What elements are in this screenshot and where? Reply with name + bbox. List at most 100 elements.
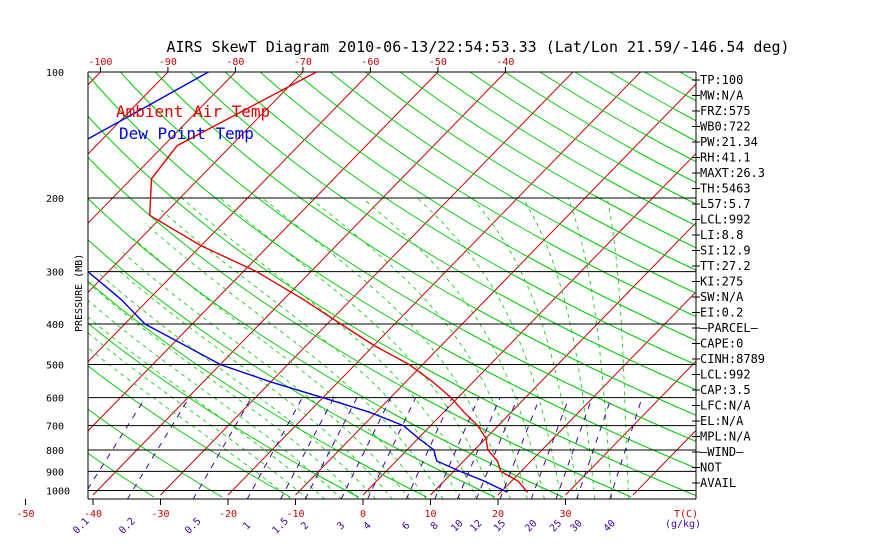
mixing-ratio-line bbox=[280, 397, 335, 499]
air-temp-profile bbox=[148, 72, 529, 493]
bottom-tick-label: -10 bbox=[286, 509, 304, 520]
mixing-ratio-line bbox=[530, 397, 570, 499]
pressure-tick-label: 400 bbox=[46, 320, 64, 331]
dry-adiabat bbox=[785, 72, 870, 497]
top-tick-label: -50 bbox=[429, 57, 447, 68]
legend-dew-point: Dew Point Temp bbox=[119, 124, 254, 143]
dry-adiabat bbox=[399, 72, 696, 249]
top-tick-label: -100 bbox=[88, 57, 112, 68]
index-label: NOT bbox=[700, 461, 722, 475]
mixing-ratio-tick-label: 20 bbox=[523, 518, 539, 534]
index-label: FRZ:575 bbox=[700, 104, 751, 118]
moist-adiabat bbox=[88, 283, 359, 499]
profile-layer bbox=[88, 72, 529, 493]
dry-adiabat bbox=[434, 72, 696, 227]
mixing-ratio-tick-label: 0.2 bbox=[117, 516, 138, 537]
index-label: MW:N/A bbox=[700, 89, 744, 103]
index-label: MAXT:26.3 bbox=[700, 166, 765, 180]
mixing-ratio-tick-label: 8 bbox=[429, 520, 441, 532]
isotherm-line bbox=[92, 72, 506, 496]
isotherm-line bbox=[88, 72, 169, 155]
moist-adiabat bbox=[522, 197, 596, 499]
moist-adiabat bbox=[133, 238, 427, 499]
isotherm-line bbox=[768, 72, 870, 495]
moist-adiabat bbox=[96, 271, 376, 499]
bottom-tick-label: -50 bbox=[16, 509, 34, 520]
moist-adiabat bbox=[88, 299, 343, 499]
mixing-ratio-line bbox=[434, 397, 480, 499]
isotherm-line bbox=[88, 72, 236, 224]
index-label: LFC:N/A bbox=[700, 399, 751, 413]
bottom-tick-label: 20 bbox=[492, 509, 504, 520]
mixing-ratio-tick-label: 12 bbox=[468, 518, 484, 534]
pressure-tick-label: 200 bbox=[46, 194, 64, 205]
dry-adiabat bbox=[88, 156, 632, 498]
index-label: CAPE:0 bbox=[700, 337, 743, 351]
dry-adiabat bbox=[189, 72, 696, 391]
mixing-ratio-line bbox=[304, 397, 358, 499]
dry-adiabat bbox=[259, 72, 696, 342]
index-label: PW:21.34 bbox=[700, 135, 758, 149]
mixing-ratio-tick-label: 0.5 bbox=[183, 516, 204, 537]
mixing-ratio-tick-label: 1 bbox=[241, 520, 253, 532]
dry-adiabat bbox=[469, 72, 696, 205]
mixing-ratio-line bbox=[126, 397, 190, 499]
mixing-ratio-tick-label: 40 bbox=[602, 518, 618, 534]
pressure-tick-label: 700 bbox=[46, 422, 64, 433]
bottom-tick-label: -40 bbox=[84, 509, 102, 520]
index-label: —WIND— bbox=[700, 445, 744, 459]
index-label: CAP:3.5 bbox=[700, 383, 751, 397]
index-label: RH:41.1 bbox=[700, 151, 751, 165]
dry-adiabat bbox=[294, 72, 696, 318]
index-label: EL:N/A bbox=[700, 414, 744, 428]
pressure-tick-label: 600 bbox=[46, 394, 64, 405]
x-axis-unit-label: T(C) bbox=[674, 509, 698, 520]
moist-adiabat bbox=[157, 206, 461, 499]
top-tick-label: -70 bbox=[294, 57, 312, 68]
isotherm-line bbox=[497, 291, 696, 496]
isotherm-line bbox=[88, 72, 439, 432]
index-label: SI:12.9 bbox=[700, 244, 751, 258]
index-label: LCL:992 bbox=[700, 213, 751, 227]
mixing-ratio-tick-label: 6 bbox=[400, 520, 412, 532]
index-label: EI:0.2 bbox=[700, 306, 743, 320]
mixing-ratio-tick-label: 3 bbox=[335, 520, 347, 532]
mixing-ratio-tick-label: 15 bbox=[492, 518, 508, 534]
isotherm-line bbox=[88, 72, 371, 363]
index-label: KI:275 bbox=[700, 275, 743, 289]
moist-adiabat bbox=[567, 197, 613, 499]
index-label: CINH:8789 bbox=[700, 352, 765, 366]
index-label: AVAIL bbox=[700, 476, 736, 490]
moist-adiabat bbox=[88, 316, 326, 499]
index-label: WB0:722 bbox=[700, 120, 751, 134]
index-label: TP:100 bbox=[700, 73, 743, 87]
moist-adiabat bbox=[309, 197, 528, 499]
mixing-ratio-tick-label: 10 bbox=[449, 518, 465, 534]
mixing-ratio-line bbox=[88, 397, 146, 490]
moist-adiabat bbox=[362, 197, 545, 499]
mixing-ratio-tick-label: 4 bbox=[362, 520, 374, 532]
bottom-tick-label: 10 bbox=[424, 509, 436, 520]
dry-adiabat bbox=[504, 72, 696, 184]
mixing-ratio-line bbox=[555, 397, 593, 499]
pressure-tick-label: 900 bbox=[46, 467, 64, 478]
pressure-tick-label: 100 bbox=[46, 68, 64, 79]
pressure-tick-label: 800 bbox=[46, 446, 64, 457]
mixing-ratio-tick-label: 2 bbox=[299, 520, 311, 532]
top-tick-label: -80 bbox=[226, 57, 244, 68]
mixing-ratio-line bbox=[246, 397, 303, 499]
index-label: LCL:992 bbox=[700, 368, 751, 382]
bottom-tick-label: -30 bbox=[151, 509, 169, 520]
mixing-ratio-tick-label: 30 bbox=[569, 518, 585, 534]
dry-adiabat bbox=[329, 72, 696, 294]
pressure-tick-label: 500 bbox=[46, 361, 64, 372]
index-label: SW:N/A bbox=[700, 290, 744, 304]
mixing-ratio-tick-label: 25 bbox=[548, 518, 564, 534]
mixing-ratio-line bbox=[576, 397, 612, 499]
dry-adiabat bbox=[364, 72, 696, 271]
isotherm-line bbox=[88, 72, 304, 294]
mixing-ratio-line bbox=[609, 397, 643, 499]
moist-adiabat bbox=[417, 197, 562, 499]
dry-adiabat bbox=[155, 72, 696, 416]
